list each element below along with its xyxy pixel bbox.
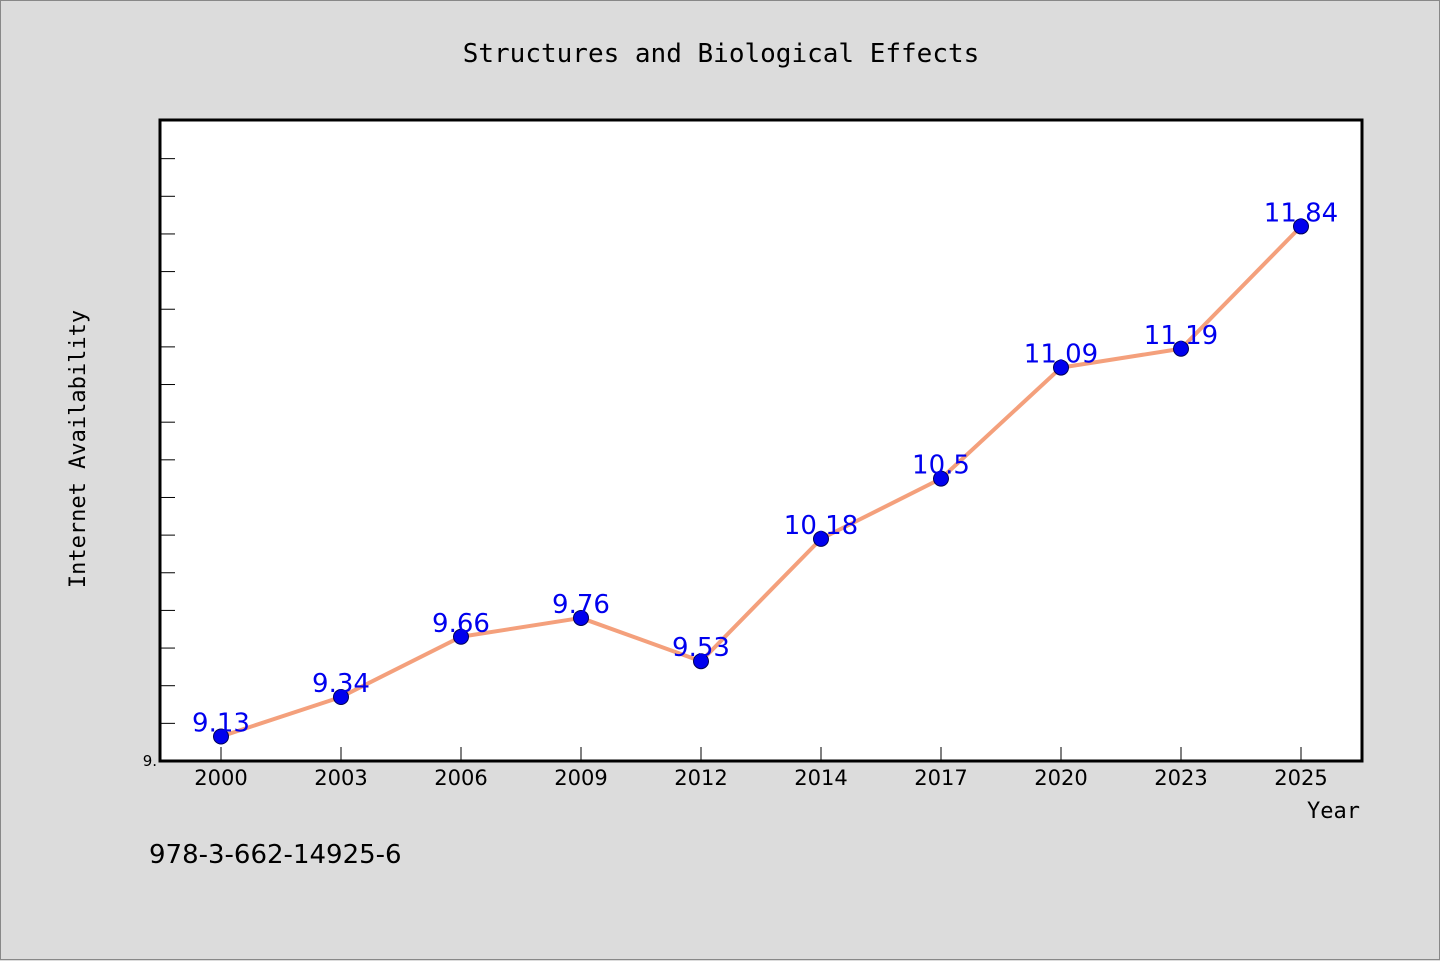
data-label: 11.19 xyxy=(1144,321,1218,351)
plot-area xyxy=(158,118,1364,763)
data-label: 9.13 xyxy=(192,709,250,739)
x-axis-ticks: 2000 2003 2006 2009 2012 2014 2017 2020 2023 2025 xyxy=(194,747,1328,790)
data-point-marker xyxy=(1053,359,1069,376)
data-point-marker xyxy=(693,653,709,670)
data-label: 10.18 xyxy=(784,511,858,541)
x-tick-label: 2014 xyxy=(794,766,847,790)
data-label: 10.5 xyxy=(912,451,970,481)
isbn-annotation: 978-3-662-14925-6 xyxy=(149,840,402,870)
data-label: 9.53 xyxy=(672,633,730,663)
data-label: 11.09 xyxy=(1024,340,1098,370)
x-tick-label: 2012 xyxy=(674,766,727,790)
chart-title: Structures and Biological Effects xyxy=(463,39,980,69)
data-point-marker xyxy=(933,470,949,487)
data-markers xyxy=(213,218,1309,745)
series-line xyxy=(219,224,1303,739)
data-label: 9.66 xyxy=(432,609,490,639)
data-point-marker xyxy=(573,609,589,626)
x-tick-label: 2009 xyxy=(554,766,607,790)
y-tick-label: 9. xyxy=(143,752,157,770)
x-tick-label: 2017 xyxy=(914,766,967,790)
y-axis-label: Internet Availability xyxy=(66,310,91,588)
x-tick-label: 2023 xyxy=(1154,766,1207,790)
data-label: 9.76 xyxy=(552,590,610,620)
x-tick-label: 2000 xyxy=(194,766,247,790)
series-line-group xyxy=(219,224,1303,739)
data-point-marker xyxy=(453,628,469,645)
x-tick-label: 2006 xyxy=(434,766,487,790)
x-tick-label: 2025 xyxy=(1274,766,1327,790)
x-axis-label: Year xyxy=(1307,799,1360,824)
data-point-marker xyxy=(1293,218,1309,235)
x-tick-label: 2020 xyxy=(1034,766,1087,790)
x-tick-label: 2003 xyxy=(314,766,367,790)
data-point-marker xyxy=(213,728,229,745)
data-label: 9.34 xyxy=(312,669,370,699)
data-point-marker xyxy=(813,530,829,547)
data-label: 11.84 xyxy=(1264,198,1338,228)
y-axis-ticks: 9. xyxy=(143,158,175,770)
data-labels: 9.13 9.34 9.66 9.76 9.53 10.18 10.5 11.09 11.19 1… xyxy=(192,198,1338,738)
data-point-marker xyxy=(333,689,349,705)
data-point-marker xyxy=(1173,340,1189,357)
